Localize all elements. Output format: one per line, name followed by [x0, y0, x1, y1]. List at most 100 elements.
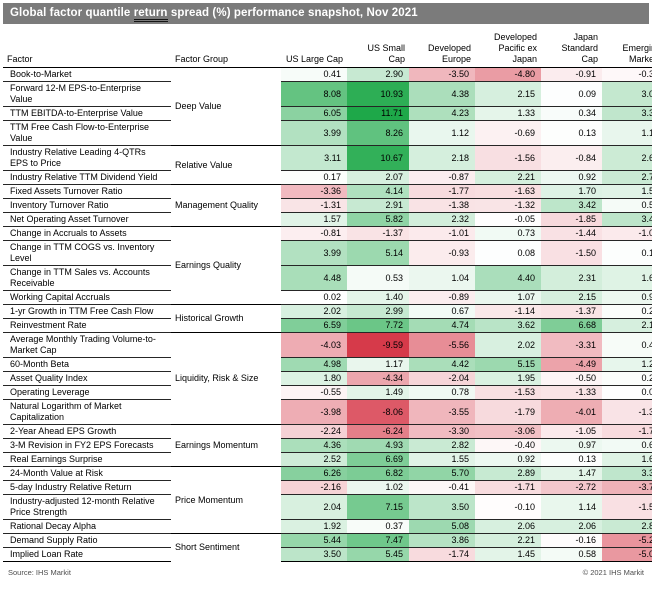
title-text-post: spread (%) performance snapshot, Nov 202…	[167, 7, 418, 19]
value-cell: -1.14	[475, 304, 541, 319]
copyright-note: © 2021 IHS Markit	[582, 568, 644, 577]
value-cell: 4.98	[281, 357, 347, 372]
value-cell: 0.13	[541, 120, 602, 146]
value-cell: 6.69	[347, 452, 409, 467]
value-cell: 6.68	[541, 318, 602, 333]
value-cell: 2.02	[475, 332, 541, 358]
value-cell: -1.74	[602, 424, 652, 439]
table-row: Industry-adjusted 12-month Relative Pric…	[3, 494, 652, 520]
table-row: Fixed Assets Turnover Ratio Management Qu…	[3, 184, 652, 227]
table-body: Book-to-Market Deep Value 0.41 2.90 -3.50 -4.…	[3, 67, 652, 562]
factor-group-cell: Liquidity, Risk & Size	[171, 332, 281, 425]
factor-name-cell: Change in TTM Sales vs. Accounts Receiva…	[3, 265, 171, 291]
value-cell: 2.18	[409, 145, 475, 171]
value-cell: 4.14	[347, 184, 409, 199]
value-cell: -1.32	[475, 198, 541, 213]
value-cell: -2.16	[281, 480, 347, 495]
value-cell: 6.26	[281, 466, 347, 481]
value-cell: 1.17	[347, 357, 409, 372]
value-cell: 5.70	[409, 466, 475, 481]
value-cell: 0.58	[541, 547, 602, 562]
value-cell: -1.63	[475, 184, 541, 199]
factor-name-cell: Reinvestment Rate	[3, 318, 171, 333]
factor-name-cell: Industry-adjusted 12-month Relative Pric…	[3, 494, 171, 520]
column-header-factor: Factor	[3, 31, 171, 68]
column-header-us-small-cap: US Small Cap	[347, 31, 409, 68]
table-row: Book-to-Market Deep Value 0.41 2.90 -3.50 -4.…	[3, 67, 652, 146]
value-cell: 4.36	[281, 438, 347, 453]
report-title-bar: Global factor quantile return spread (%)…	[3, 3, 649, 24]
value-cell: -1.37	[347, 226, 409, 241]
value-cell: 3.11	[281, 145, 347, 171]
value-cell: 2.04	[281, 494, 347, 520]
value-cell: 3.42	[541, 198, 602, 213]
table-row: Operating Leverage -0.55 1.49 0.78 -1.53 -1.3…	[3, 385, 652, 400]
value-cell: -3.76	[602, 480, 652, 495]
value-cell: 1.45	[475, 547, 541, 562]
value-cell: 10.93	[347, 81, 409, 107]
value-cell: -4.03	[281, 332, 347, 358]
value-cell: -1.37	[541, 304, 602, 319]
value-cell: 4.40	[475, 265, 541, 291]
value-cell: -5.56	[409, 332, 475, 358]
value-cell: 6.59	[281, 318, 347, 333]
value-cell: 3.44	[602, 212, 652, 227]
value-cell: 3.31	[602, 466, 652, 481]
value-cell: 1.80	[281, 371, 347, 386]
table-row: Industry Relative TTM Dividend Yield 0.17…	[3, 170, 652, 185]
value-cell: 2.68	[602, 145, 652, 171]
factor-name-cell: Book-to-Market	[3, 67, 171, 82]
value-cell: 5.08	[409, 519, 475, 534]
factor-name-cell: Industry Relative Leading 4-QTRs EPS to …	[3, 145, 171, 171]
value-cell: 7.47	[347, 533, 409, 548]
value-cell: 1.04	[409, 265, 475, 291]
value-cell: 4.74	[409, 318, 475, 333]
value-cell: 4.23	[409, 106, 475, 121]
table-row: TTM EBITDA-to-Enterprise Value 6.05 11.71 4…	[3, 106, 652, 121]
value-cell: -1.85	[541, 212, 602, 227]
value-cell: 2.91	[347, 198, 409, 213]
value-cell: 0.78	[409, 385, 475, 400]
value-cell: 4.48	[281, 265, 347, 291]
value-cell: -0.34	[602, 67, 652, 82]
value-cell: -1.50	[602, 494, 652, 520]
report-footer: Source: IHS Markit © 2021 IHS Markit	[3, 568, 649, 577]
value-cell: 0.08	[475, 240, 541, 266]
value-cell: 3.99	[281, 120, 347, 146]
value-cell: -0.50	[541, 371, 602, 386]
factor-name-cell: Change in Accruals to Assets	[3, 226, 171, 241]
value-cell: -4.34	[347, 371, 409, 386]
table-row: Inventory Turnover Ratio -1.31 2.91 -1.38 -1…	[3, 198, 652, 213]
value-cell: 2.21	[475, 170, 541, 185]
value-cell: 0.67	[409, 304, 475, 319]
value-cell: -3.98	[281, 399, 347, 425]
value-cell: 3.50	[409, 494, 475, 520]
table-row: Demand Supply Ratio Short Sentiment 5.44 7.…	[3, 533, 652, 562]
factor-name-cell: Implied Loan Rate	[3, 547, 171, 562]
table-row: Net Operating Asset Turnover 1.57 5.82 2.32…	[3, 212, 652, 227]
value-cell: -3.36	[281, 184, 347, 199]
value-cell: 1.65	[602, 452, 652, 467]
value-cell: 0.97	[541, 438, 602, 453]
value-cell: 3.62	[475, 318, 541, 333]
factor-name-cell: TTM EBITDA-to-Enterprise Value	[3, 106, 171, 121]
value-cell: -5.21	[602, 533, 652, 548]
factor-name-cell: 2-Year Ahead EPS Growth	[3, 424, 171, 439]
value-cell: -3.55	[409, 399, 475, 425]
value-cell: 2.02	[281, 304, 347, 319]
value-cell: -2.04	[409, 371, 475, 386]
value-cell: 1.07	[475, 290, 541, 305]
value-cell: 0.13	[541, 452, 602, 467]
value-cell: 2.77	[602, 170, 652, 185]
value-cell: -0.89	[409, 290, 475, 305]
value-cell: 3.99	[281, 240, 347, 266]
factor-group-cell: Short Sentiment	[171, 533, 281, 562]
value-cell: 2.06	[475, 519, 541, 534]
value-cell: -0.55	[281, 385, 347, 400]
value-cell: 1.65	[602, 265, 652, 291]
value-cell: 1.12	[409, 120, 475, 146]
factor-name-cell: 24-Month Value at Risk	[3, 466, 171, 481]
value-cell: -0.16	[541, 533, 602, 548]
value-cell: 0.95	[602, 290, 652, 305]
value-cell: 1.19	[602, 120, 652, 146]
